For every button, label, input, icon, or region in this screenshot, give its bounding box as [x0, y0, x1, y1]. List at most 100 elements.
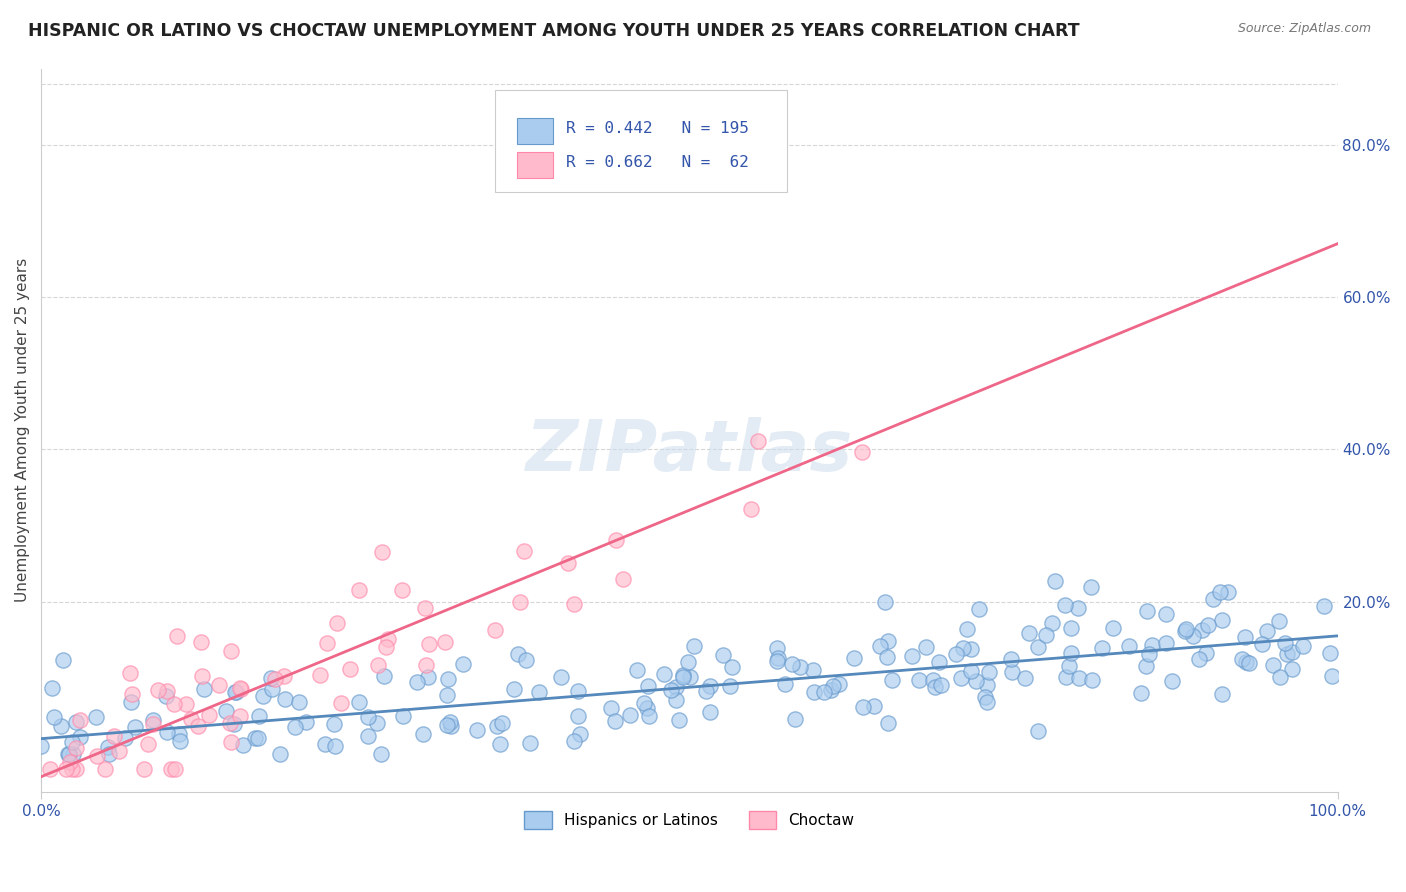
Point	[1140, 638, 1163, 652]
Point	[699, 679, 721, 693]
Point	[1001, 665, 1024, 679]
Point	[782, 657, 804, 672]
Point	[377, 632, 399, 647]
Point	[273, 692, 295, 706]
Point	[828, 677, 851, 691]
Point	[519, 735, 541, 749]
Point	[820, 683, 842, 698]
Point	[633, 696, 655, 710]
Point	[229, 681, 252, 696]
Point	[1188, 652, 1211, 666]
Point	[391, 582, 413, 597]
Point	[415, 657, 437, 672]
Point	[695, 684, 717, 698]
Point	[1060, 621, 1083, 635]
Point	[65, 762, 87, 776]
Point	[612, 572, 634, 586]
Point	[357, 710, 380, 724]
Point	[979, 665, 1001, 679]
Point	[699, 705, 721, 719]
Point	[1202, 591, 1225, 606]
Point	[515, 653, 537, 667]
Text: R = 0.662   N =  62: R = 0.662 N = 62	[567, 155, 749, 170]
Point	[451, 657, 474, 672]
Point	[740, 501, 762, 516]
Point	[914, 640, 936, 655]
Point	[1277, 648, 1299, 662]
Point	[1211, 686, 1233, 700]
Point	[965, 673, 987, 688]
Point	[488, 737, 510, 751]
Point	[284, 721, 307, 735]
Point	[869, 639, 891, 653]
Point	[30, 739, 52, 753]
Point	[1043, 574, 1066, 588]
Point	[1000, 652, 1022, 666]
Point	[264, 673, 287, 687]
Point	[960, 641, 983, 656]
Point	[1174, 624, 1197, 639]
Point	[976, 678, 998, 692]
Point	[1060, 646, 1083, 660]
Point	[347, 695, 370, 709]
Point	[1320, 669, 1343, 683]
Point	[440, 719, 463, 733]
Point	[568, 727, 591, 741]
Point	[107, 743, 129, 757]
Point	[901, 648, 924, 663]
Point	[1274, 635, 1296, 649]
Point	[1035, 628, 1057, 642]
Point	[1080, 581, 1102, 595]
Point	[225, 685, 247, 699]
Point	[1250, 637, 1272, 651]
Point	[485, 719, 508, 733]
Point	[62, 747, 84, 761]
Point	[562, 597, 585, 611]
Point	[801, 663, 824, 677]
Point	[180, 713, 202, 727]
Point	[465, 723, 488, 738]
Point	[187, 719, 209, 733]
Point	[1181, 629, 1204, 643]
Point	[513, 543, 536, 558]
Point	[207, 678, 229, 692]
Point	[215, 704, 238, 718]
Point	[527, 685, 550, 699]
Point	[142, 716, 165, 731]
Point	[142, 713, 165, 727]
Point	[1234, 656, 1257, 670]
Point	[907, 673, 929, 687]
Point	[945, 647, 967, 661]
Point	[679, 670, 702, 684]
Point	[636, 701, 658, 715]
Point	[55, 762, 77, 776]
Point	[665, 681, 688, 695]
Point	[392, 709, 415, 723]
Point	[1161, 674, 1184, 689]
Point	[371, 545, 394, 559]
Point	[218, 715, 240, 730]
Point	[97, 747, 120, 761]
Point	[976, 696, 998, 710]
Point	[851, 444, 873, 458]
Point	[41, 681, 63, 695]
Point	[232, 738, 254, 752]
Point	[436, 717, 458, 731]
Point	[191, 669, 214, 683]
Point	[1101, 621, 1123, 635]
Point	[721, 660, 744, 674]
Point	[156, 683, 179, 698]
Point	[1118, 639, 1140, 653]
Point	[367, 657, 389, 672]
Point	[59, 755, 82, 769]
Text: ZIPatlas: ZIPatlas	[526, 417, 853, 486]
Point	[434, 635, 457, 649]
Point	[357, 729, 380, 743]
Point	[326, 615, 349, 630]
Point	[1211, 613, 1233, 627]
Point	[94, 762, 117, 776]
Point	[44, 709, 66, 723]
Point	[1312, 599, 1334, 614]
Point	[58, 747, 80, 761]
Point	[766, 654, 789, 668]
